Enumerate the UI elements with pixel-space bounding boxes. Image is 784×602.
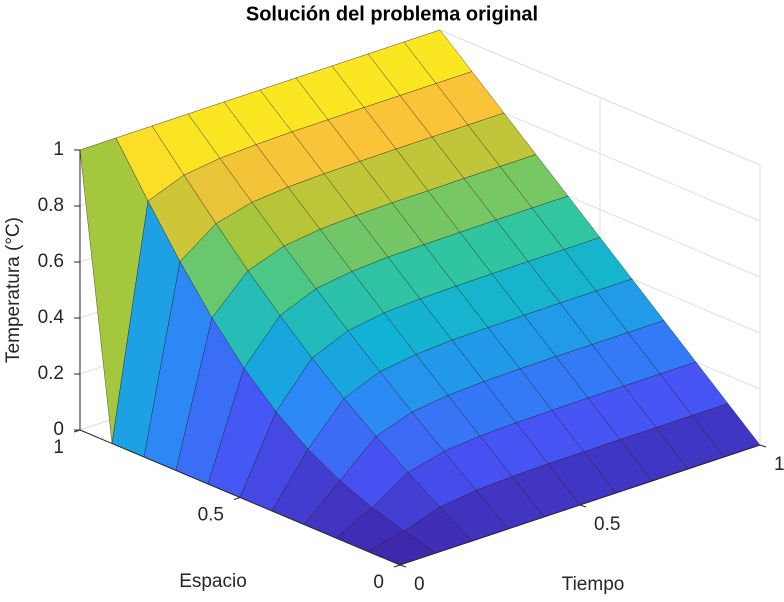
y-tick-label: 0.5	[198, 505, 224, 526]
x-tick	[399, 564, 407, 568]
x-tick-label: 0	[414, 574, 425, 595]
x-axis-label: Tiempo	[562, 574, 625, 595]
y-tick-label: 0	[373, 572, 384, 593]
x-tick-label: 0.5	[594, 514, 620, 535]
x-tick	[759, 444, 767, 448]
z-tick-label: 0.6	[38, 251, 64, 272]
y-tick	[393, 564, 401, 568]
y-tick	[233, 497, 241, 500]
z-tick-label: 0.4	[38, 307, 65, 328]
axis-line	[79, 429, 761, 566]
y-tick-label: 1	[53, 437, 64, 458]
z-tick-label: 0.2	[38, 363, 64, 384]
z-axis-label: Temperatura (°C)	[3, 217, 24, 363]
z-tick-label: 0	[53, 419, 64, 440]
z-tick-label: 0.8	[38, 195, 64, 216]
x-tick	[579, 504, 587, 508]
chart-title: Solución del problema original	[246, 3, 538, 25]
surface	[79, 29, 761, 566]
z-tick-label: 1	[53, 139, 64, 160]
y-axis-label: Espacio	[179, 571, 247, 592]
axis-labels: Tiempo Espacio Temperatura (°C) 0 0.2 0.4 0…	[3, 139, 784, 595]
x-tick-label: 1	[774, 454, 784, 475]
y-tick	[73, 429, 81, 433]
